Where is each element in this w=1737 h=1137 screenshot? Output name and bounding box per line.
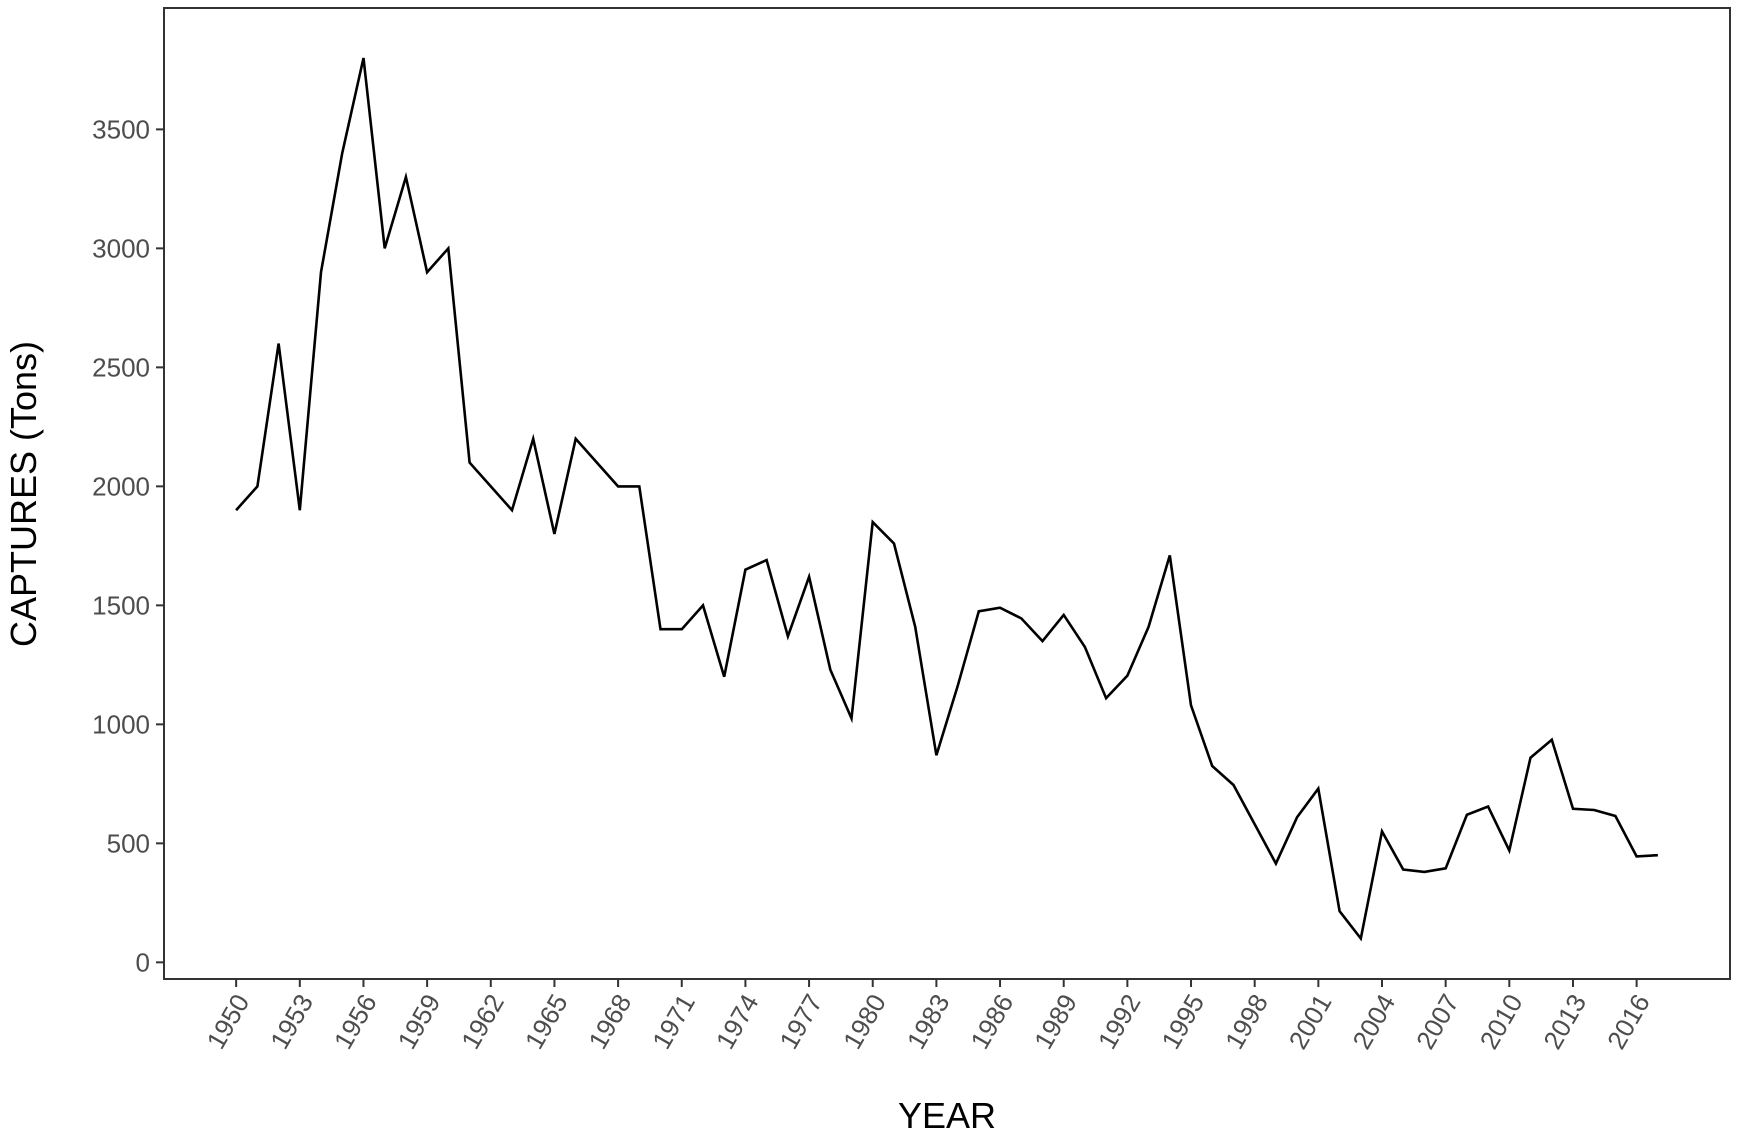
x-tick-label: 1965 [519, 989, 574, 1054]
x-tick-label: 1971 [646, 989, 701, 1054]
captures-line [235, 57, 1658, 942]
y-axis: 0 500 1000 1500 2000 2500 3000 3500 [92, 114, 164, 977]
x-tick-label: 2001 [1283, 989, 1338, 1054]
x-tick-label: 1995 [1155, 989, 1210, 1054]
x-axis-title: YEAR [898, 1095, 996, 1136]
x-tick-label: 2013 [1537, 989, 1592, 1054]
y-tick-label: 0 [136, 947, 150, 977]
x-tick-label: 1998 [1219, 989, 1274, 1054]
x-tick-label: 1989 [1028, 989, 1083, 1054]
x-tick-label: 1962 [455, 989, 510, 1054]
x-tick-label: 2010 [1474, 989, 1529, 1054]
y-tick-label: 3500 [92, 114, 150, 144]
y-tick-label: 2000 [92, 471, 150, 501]
y-tick-label: 1500 [92, 590, 150, 620]
y-axis-title: CAPTURES (Tons) [3, 341, 44, 647]
y-tick-label: 500 [107, 828, 150, 858]
x-tick-label: 1959 [391, 989, 446, 1054]
x-tick-label: 1983 [901, 989, 956, 1054]
x-tick-label: 1977 [773, 989, 828, 1054]
y-tick-label: 1000 [92, 709, 150, 739]
x-tick-label: 1986 [964, 989, 1019, 1054]
y-tick-label: 3000 [92, 233, 150, 263]
y-tick-label: 2500 [92, 352, 150, 382]
plot-panel [163, 7, 1731, 980]
x-tick-label: 1974 [710, 989, 765, 1054]
x-tick-label: 1950 [200, 989, 255, 1054]
x-tick-label: 1992 [1092, 989, 1147, 1054]
x-tick-label: 2007 [1410, 989, 1465, 1054]
x-tick-label: 1956 [328, 989, 383, 1054]
x-axis: 1950 1953 1956 1959 1962 1965 1968 1971 1974 1977… [200, 979, 1656, 1054]
x-tick-label: 1968 [582, 989, 637, 1054]
x-tick-label: 1980 [837, 989, 892, 1054]
x-tick-label: 2004 [1346, 989, 1401, 1054]
x-tick-label: 2016 [1601, 989, 1656, 1054]
x-tick-label: 1953 [264, 989, 319, 1054]
